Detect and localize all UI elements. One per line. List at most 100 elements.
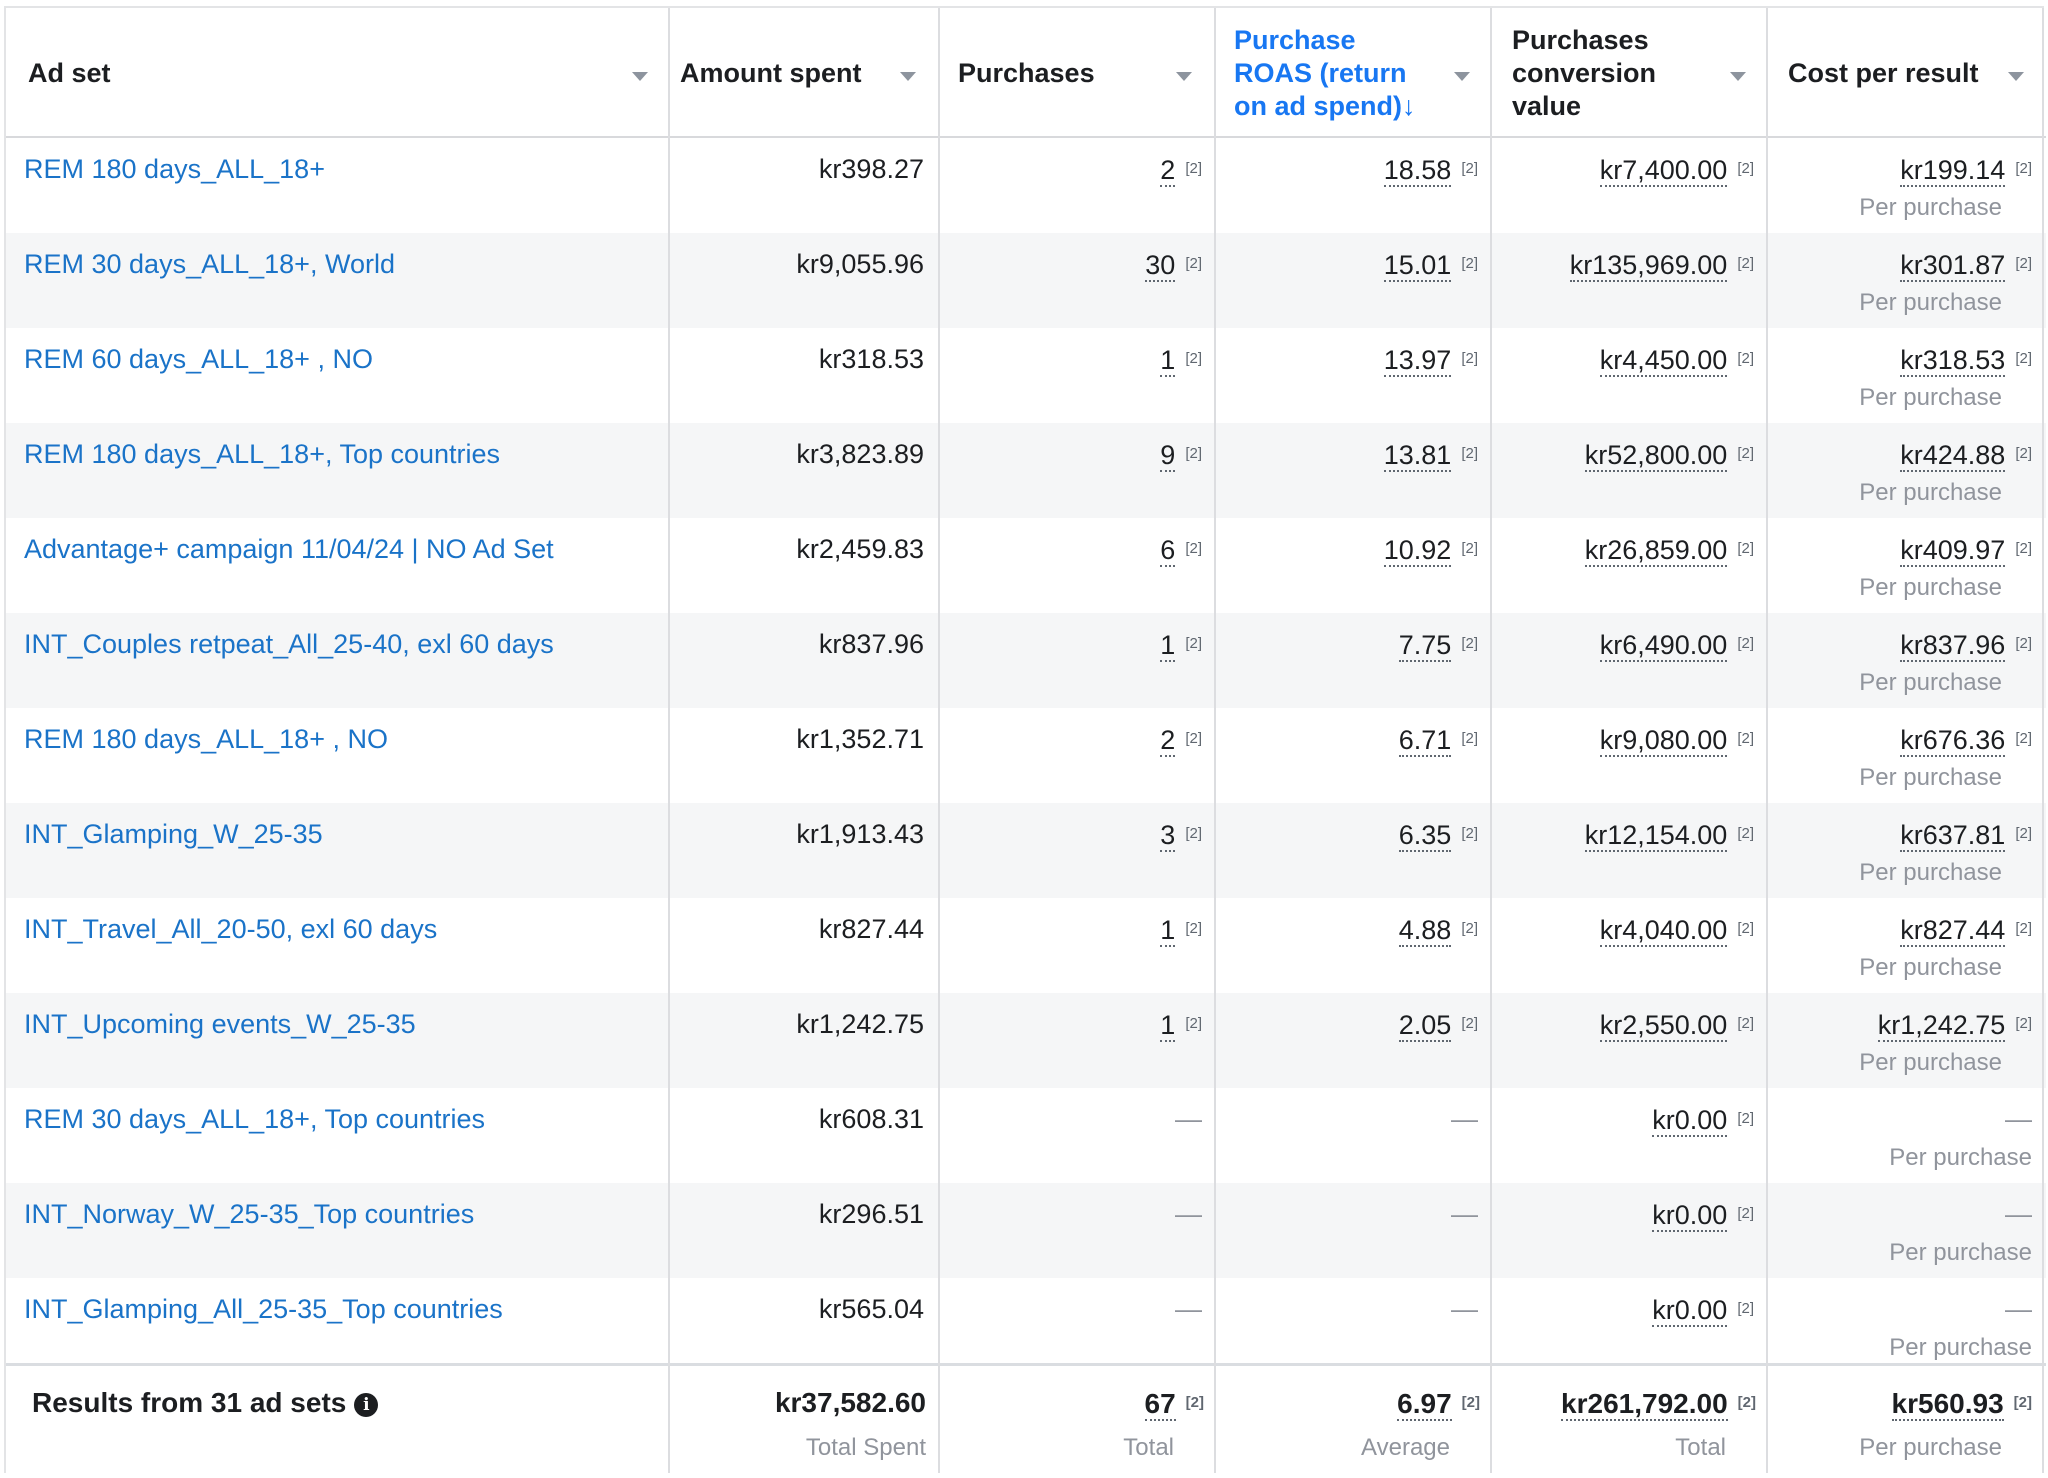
- column-divider[interactable]: [1766, 8, 1768, 1473]
- table-row: REM 180 days_ALL_18+ , NO kr1,352.71 2 [2] 6…: [6, 708, 2046, 803]
- cost-cell: kr827.44 [2] Per purchase: [1859, 915, 2032, 981]
- spent-cell: kr398.27: [818, 154, 924, 184]
- value-cell: kr135,969.00 [2]: [1569, 250, 1754, 282]
- purchases-cell: 30 [2]: [1145, 250, 1202, 282]
- ad-set-name-link[interactable]: Advantage+ campaign 11/04/24 | NO Ad Set: [24, 534, 554, 564]
- spent-cell: kr837.96: [818, 629, 924, 659]
- column-header-cost-per-result[interactable]: Cost per result: [1788, 57, 1979, 88]
- purchases-cell: 1 [2]: [1160, 345, 1202, 377]
- spent-cell: kr2,459.83: [796, 534, 924, 564]
- ad-set-name-cell: REM 30 days_ALL_18+, Top countries: [6, 1088, 668, 1183]
- ad-set-name-link[interactable]: REM 60 days_ALL_18+ , NO: [24, 344, 373, 374]
- column-header-conversion-value[interactable]: Purchases conversion value: [1512, 24, 1657, 121]
- info-icon[interactable]: i: [354, 1393, 379, 1417]
- spent-cell: kr1,242.75: [796, 1009, 924, 1039]
- ad-set-name-cell: REM 30 days_ALL_18+, World: [6, 233, 668, 328]
- ad-set-name-link[interactable]: INT_Glamping_W_25-35: [24, 819, 323, 849]
- table-row: REM 30 days_ALL_18+, Top countries kr608.…: [6, 1088, 2046, 1183]
- purchases-cell: 9 [2]: [1160, 440, 1202, 472]
- ad-set-name-link[interactable]: REM 180 days_ALL_18+, Top countries: [24, 439, 501, 469]
- spent-cell: kr565.04: [818, 1294, 924, 1324]
- spent-cell: kr1,913.43: [796, 819, 924, 849]
- ad-set-name-link[interactable]: INT_Couples retpeat_All_25-40, exl 60 da…: [24, 629, 554, 659]
- table-row: REM 180 days_ALL_18+, Top countries kr3,8…: [6, 423, 2046, 518]
- summary-purchases: 67 [2] Total: [1123, 1388, 1204, 1461]
- cost-cell: kr1,242.75 [2] Per purchase: [1859, 1010, 2032, 1076]
- sort-descending-arrow-icon: ↓: [1402, 90, 1416, 121]
- ad-set-name-link[interactable]: REM 180 days_ALL_18+ , NO: [24, 724, 388, 754]
- column-divider: [2042, 8, 2044, 1473]
- table-row: INT_Glamping_W_25-35 kr1,913.43 3 [2] 6.35 [2…: [6, 803, 2046, 898]
- column-header-roas[interactable]: Purchase ROAS (return on ad spend)↓: [1234, 24, 1416, 121]
- ad-set-name-link[interactable]: REM 30 days_ALL_18+, World: [24, 249, 395, 279]
- ad-set-name-cell: INT_Couples retpeat_All_25-40, exl 60 da…: [6, 613, 668, 708]
- column-divider[interactable]: [668, 8, 670, 1473]
- ad-set-name-cell: REM 180 days_ALL_18+: [6, 138, 668, 233]
- purchases-cell: 2 [2]: [1160, 155, 1202, 187]
- summary-conversion-value: kr261,792.00 [2] Total: [1561, 1388, 1756, 1461]
- sort-dropdown-icon[interactable]: [2008, 72, 2024, 81]
- ad-set-name-link[interactable]: INT_Travel_All_20-50, exl 60 days: [24, 914, 438, 944]
- column-header-ad-set[interactable]: Ad set: [28, 57, 111, 88]
- ad-set-name-link[interactable]: INT_Upcoming events_W_25-35: [24, 1009, 416, 1039]
- cost-cell: kr409.97 [2] Per purchase: [1859, 535, 2032, 601]
- roas-cell: —: [1451, 1294, 1478, 1324]
- value-cell: kr9,080.00 [2]: [1599, 725, 1754, 757]
- column-header-purchases[interactable]: Purchases: [958, 57, 1095, 88]
- roas-cell: 2.05 [2]: [1398, 1010, 1478, 1042]
- ad-set-name-link[interactable]: INT_Glamping_All_25-35_Top countries: [24, 1294, 503, 1324]
- table-row: INT_Norway_W_25-35_Top countries kr296.51…: [6, 1183, 2046, 1278]
- ad-set-name-cell: REM 180 days_ALL_18+ , NO: [6, 708, 668, 803]
- ad-sets-table: Ad set Amount spent Purchases Purchase R…: [4, 6, 2046, 1475]
- value-cell: kr7,400.00 [2]: [1599, 155, 1754, 187]
- spent-cell: kr9,055.96: [796, 249, 924, 279]
- spent-cell: kr318.53: [818, 344, 924, 374]
- summary-label-cell: Results from 31 ad sets i: [6, 1366, 668, 1478]
- column-header-amount-spent[interactable]: Amount spent: [680, 57, 862, 88]
- ad-set-name-link[interactable]: REM 30 days_ALL_18+, Top countries: [24, 1104, 486, 1134]
- value-cell: kr2,550.00 [2]: [1599, 1010, 1754, 1042]
- purchases-cell: 1 [2]: [1160, 630, 1202, 662]
- spent-cell: kr827.44: [818, 914, 924, 944]
- roas-cell: 6.71 [2]: [1398, 725, 1478, 757]
- cost-cell: kr199.14 [2] Per purchase: [1859, 155, 2032, 221]
- column-divider[interactable]: [938, 8, 940, 1473]
- purchases-cell: —: [1175, 1199, 1202, 1229]
- cost-cell: — Per purchase: [1889, 1294, 2032, 1361]
- summary-cost-per-result: kr560.93 [2] Per purchase: [1859, 1388, 2032, 1461]
- summary-amount-spent: kr37,582.60 Total Spent: [774, 1387, 926, 1461]
- roas-cell: 6.35 [2]: [1398, 820, 1478, 852]
- cost-cell: kr637.81 [2] Per purchase: [1859, 820, 2032, 886]
- sort-dropdown-icon[interactable]: [1176, 72, 1192, 81]
- roas-cell: 15.01 [2]: [1383, 250, 1478, 282]
- table-row: Advantage+ campaign 11/04/24 | NO Ad Set…: [6, 518, 2046, 613]
- spent-cell: kr3,823.89: [796, 439, 924, 469]
- purchases-cell: 1 [2]: [1160, 915, 1202, 947]
- column-divider[interactable]: [1214, 8, 1216, 1473]
- roas-cell: 18.58 [2]: [1383, 155, 1478, 187]
- sort-dropdown-icon[interactable]: [900, 72, 916, 81]
- column-divider[interactable]: [1490, 8, 1492, 1473]
- value-cell: kr52,800.00 [2]: [1584, 440, 1754, 472]
- ad-set-name-cell: REM 60 days_ALL_18+ , NO: [6, 328, 668, 423]
- value-cell: kr0.00 [2]: [1652, 1200, 1754, 1232]
- ad-set-name-cell: REM 180 days_ALL_18+, Top countries: [6, 423, 668, 518]
- ad-set-name-cell: INT_Glamping_W_25-35: [6, 803, 668, 898]
- roas-cell: 10.92 [2]: [1383, 535, 1478, 567]
- spent-cell: kr1,352.71: [796, 724, 924, 754]
- roas-cell: —: [1451, 1104, 1478, 1134]
- ad-set-name-link[interactable]: REM 180 days_ALL_18+: [24, 154, 325, 184]
- roas-cell: 7.75 [2]: [1398, 630, 1478, 662]
- value-cell: kr4,450.00 [2]: [1599, 345, 1754, 377]
- sort-dropdown-icon[interactable]: [632, 72, 648, 81]
- sort-dropdown-icon[interactable]: [1454, 72, 1470, 81]
- ad-set-name-link[interactable]: INT_Norway_W_25-35_Top countries: [24, 1199, 475, 1229]
- cost-cell: kr424.88 [2] Per purchase: [1859, 440, 2032, 506]
- ad-set-name-cell: INT_Norway_W_25-35_Top countries: [6, 1183, 668, 1278]
- sort-dropdown-icon[interactable]: [1730, 72, 1746, 81]
- roas-cell: 13.81 [2]: [1383, 440, 1478, 472]
- table-row: INT_Glamping_All_25-35_Top countries kr56…: [6, 1278, 2046, 1373]
- table-row: INT_Travel_All_20-50, exl 60 days kr827.4…: [6, 898, 2046, 993]
- table-row: REM 60 days_ALL_18+ , NO kr318.53 1 [2] 13.9…: [6, 328, 2046, 423]
- value-cell: kr4,040.00 [2]: [1599, 915, 1754, 947]
